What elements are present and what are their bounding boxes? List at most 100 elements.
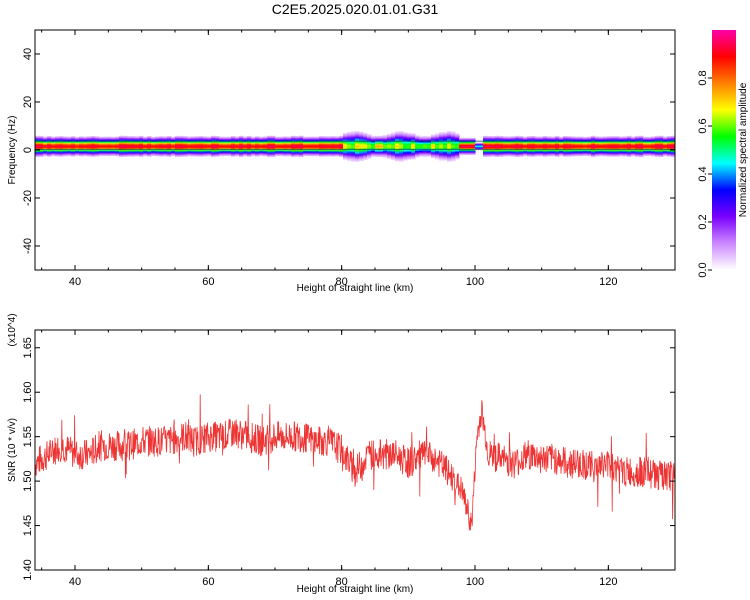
spectrogram-cell <box>39 135 44 157</box>
spectrogram-x-ticks: 40 60 80 100 120 <box>41 30 676 288</box>
spectrogram-cell <box>603 136 608 157</box>
colorbar-tick-label: 0.8 <box>697 70 709 85</box>
spectrogram-cell <box>483 135 488 157</box>
spectrogram-cell <box>627 135 632 157</box>
colorbar-tick-label: 0.4 <box>697 166 709 181</box>
spectrogram-x-tick-label: 120 <box>599 276 617 288</box>
spectrogram-cell <box>239 135 244 158</box>
spectrogram-cell <box>459 137 464 156</box>
spectrogram-cell <box>99 136 104 157</box>
spectrogram-cell <box>335 136 340 157</box>
spectrogram-y-tick-label: 40 <box>22 48 34 60</box>
spectrogram-cell <box>587 136 592 157</box>
spectrogram-cell <box>639 135 644 158</box>
spectrogram-cell <box>595 136 600 157</box>
spectrogram-cell <box>647 136 652 157</box>
spectrogram-cell <box>567 136 572 157</box>
spectrogram-cell <box>307 136 312 157</box>
spectrogram-cell <box>583 136 588 157</box>
spectrogram-cell <box>443 131 448 162</box>
spectrogram-cell <box>467 137 472 156</box>
spectrogram-cell <box>507 136 512 157</box>
snr-y-tick-label: 1.50 <box>22 470 34 491</box>
snr-y-tick-label: 1.60 <box>22 382 34 403</box>
snr-x-tick-label: 60 <box>202 576 214 588</box>
spectrogram-x-tick-label: 60 <box>202 276 214 288</box>
spectrogram-cell <box>167 135 172 157</box>
spectrogram-cell <box>491 136 496 157</box>
spectrogram-cell <box>543 135 548 157</box>
spectrogram-cell <box>643 136 648 157</box>
spectrogram-cell <box>375 135 380 158</box>
spectrogram-y-tick-label: 20 <box>22 96 34 108</box>
spectrogram-cell <box>359 131 364 162</box>
colorbar: 0.0 0.2 0.4 0.6 0.8 Normalized spectral ampl… <box>697 30 749 278</box>
spectrogram-cell <box>471 137 476 156</box>
spectrogram-cell <box>575 136 580 157</box>
spectrogram-cell <box>463 137 468 156</box>
snr-plot-area <box>35 394 675 531</box>
spectrogram-cell <box>267 135 272 158</box>
spectrogram-cell <box>315 136 320 157</box>
spectrogram-plot-area <box>35 131 675 162</box>
spectrogram-cell <box>219 136 224 157</box>
spectrogram-cell <box>79 136 84 157</box>
spectrogram-y-axis-label: Frequency (Hz) <box>7 116 18 185</box>
spectrogram-y-tick-label: 0 <box>22 147 34 153</box>
spectrogram-cell <box>555 135 560 157</box>
spectrogram-cell <box>263 136 268 157</box>
spectrogram-cell <box>151 136 156 157</box>
snr-x-ticks: 40 60 80 100 120 <box>41 330 676 588</box>
spectrogram-cell <box>367 134 372 159</box>
spectrogram-y-ticks: -40 -20 0 20 40 <box>22 48 675 254</box>
spectrogram-cell <box>95 136 100 157</box>
spectrogram-cell <box>287 136 292 157</box>
spectrogram-cell <box>451 131 456 162</box>
spectrogram-cell <box>103 136 108 157</box>
spectrogram-cell <box>127 136 132 157</box>
spectrogram-cell <box>291 135 296 158</box>
spectrogram-cell <box>379 135 384 158</box>
spectrogram-cell <box>119 135 124 158</box>
spectrogram-cell <box>515 135 520 158</box>
spectrogram-cell <box>91 135 96 157</box>
spectrogram-cell <box>179 135 184 157</box>
figure-title: C2E5.2025.020.01.01.G31 <box>272 1 439 17</box>
spectrogram-cell <box>635 135 640 157</box>
spectrogram-cell <box>135 136 140 157</box>
spectrogram-cell <box>87 136 92 157</box>
spectrogram-cell <box>395 131 400 162</box>
spectrogram-cell <box>547 136 552 157</box>
colorbar-label: Normalized spectral amplitude <box>738 82 749 217</box>
spectrogram-cell <box>479 142 484 151</box>
spectrogram-cell <box>387 133 392 159</box>
spectrogram-cell <box>243 136 248 157</box>
spectrogram-cell <box>391 132 396 161</box>
spectrogram-cell <box>399 131 404 162</box>
colorbar-gradient <box>712 30 736 270</box>
snr-x-tick-label: 80 <box>336 576 348 588</box>
spectrogram-cell <box>415 134 420 159</box>
spectrogram-cell <box>303 136 308 157</box>
spectrogram-cell <box>623 136 628 157</box>
snr-y-tick-label: 1.65 <box>22 337 34 358</box>
spectrogram-cell <box>667 136 672 157</box>
snr-frame <box>34 329 676 571</box>
snr-y-axis-label: SNR (10 * v/v) <box>7 418 18 482</box>
colorbar-ticks: 0.0 0.2 0.4 0.6 0.8 <box>697 70 712 278</box>
spectrogram-cell <box>619 136 624 157</box>
spectrogram-cell <box>139 135 144 157</box>
spectrogram-cell <box>111 136 116 157</box>
spectrogram-cell <box>343 133 348 160</box>
spectrogram-cell <box>607 136 612 157</box>
spectrogram-cell <box>599 136 604 157</box>
spectrogram-cell <box>159 136 164 157</box>
spectrogram-cell <box>431 134 436 159</box>
spectrogram-cell <box>55 136 60 157</box>
snr-series-line <box>35 394 675 531</box>
spectrogram-cell <box>115 136 120 157</box>
spectrogram-cell <box>191 136 196 157</box>
spectrogram-cell <box>71 136 76 157</box>
spectrogram-cell <box>411 133 416 160</box>
spectrogram-cell <box>83 136 88 157</box>
